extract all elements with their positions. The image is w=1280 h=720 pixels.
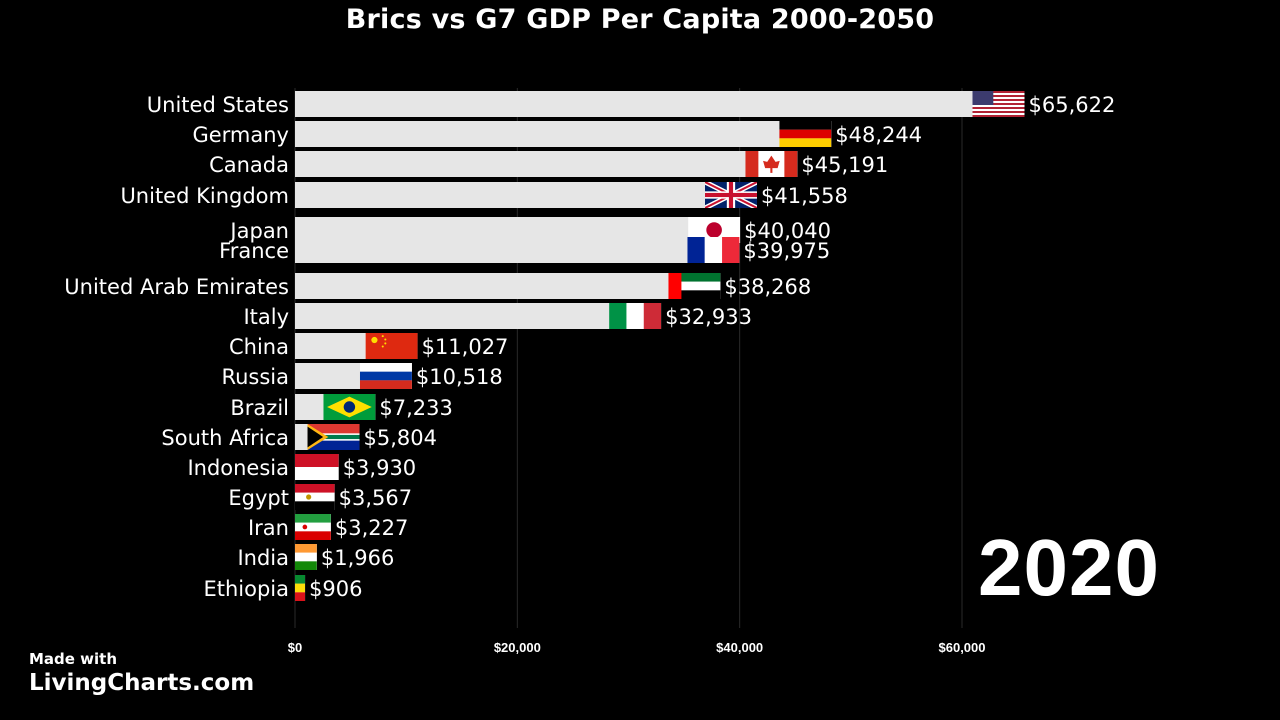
value-label: $65,622 bbox=[1028, 93, 1115, 117]
category-label: Iran bbox=[248, 516, 289, 540]
value-label: $3,567 bbox=[339, 486, 412, 510]
uae-flag-icon bbox=[668, 273, 721, 299]
canada-flag-icon bbox=[745, 151, 798, 177]
russia-flag-icon bbox=[359, 363, 412, 389]
bar bbox=[295, 91, 1025, 117]
year-label: 2020 bbox=[978, 523, 1160, 612]
indonesia-flag-icon bbox=[295, 454, 339, 480]
category-label: Ethiopia bbox=[203, 577, 289, 601]
italy-flag-icon bbox=[609, 303, 662, 329]
category-label: Indonesia bbox=[187, 456, 289, 480]
credit-site: LivingCharts.com bbox=[29, 670, 255, 696]
ethiopia-flag-icon bbox=[295, 575, 306, 601]
value-label: $41,558 bbox=[761, 184, 848, 208]
category-label: South Africa bbox=[161, 426, 289, 450]
category-label: France bbox=[219, 239, 289, 263]
category-label: Egypt bbox=[228, 486, 289, 510]
bar bbox=[295, 121, 832, 147]
category-label: India bbox=[237, 546, 289, 570]
value-label: $32,933 bbox=[665, 305, 752, 329]
value-label: $906 bbox=[309, 577, 362, 601]
uk-flag-icon bbox=[704, 182, 757, 208]
value-label: $1,966 bbox=[321, 546, 394, 570]
category-label: Germany bbox=[192, 123, 289, 147]
value-label: $10,518 bbox=[416, 365, 503, 389]
bar bbox=[295, 182, 757, 208]
bar bbox=[295, 151, 798, 177]
credit-made-with: Made with bbox=[29, 650, 118, 668]
iran-flag-icon bbox=[295, 514, 331, 540]
category-label: United Kingdom bbox=[120, 184, 289, 208]
value-label: $39,975 bbox=[743, 239, 830, 263]
category-label: Italy bbox=[243, 305, 289, 329]
value-label: $45,191 bbox=[801, 153, 888, 177]
category-label: Russia bbox=[221, 365, 289, 389]
china-flag-icon bbox=[365, 333, 418, 359]
value-label: $48,244 bbox=[835, 123, 922, 147]
category-label: Canada bbox=[209, 153, 289, 177]
bar bbox=[295, 303, 662, 329]
category-label: Japan bbox=[228, 219, 289, 243]
value-label: $3,930 bbox=[343, 456, 416, 480]
credit: Made with LivingCharts.com bbox=[29, 650, 254, 696]
x-tick-label: $0 bbox=[288, 640, 302, 655]
germany-flag-icon bbox=[779, 121, 832, 147]
chart-title: Brics vs G7 GDP Per Capita 2000-2050 bbox=[345, 4, 935, 35]
category-label: United Arab Emirates bbox=[64, 275, 289, 299]
x-tick-label: $60,000 bbox=[939, 640, 986, 655]
bar bbox=[295, 273, 721, 299]
india-flag-icon bbox=[295, 544, 317, 570]
brazil-flag-icon bbox=[323, 394, 376, 420]
france-flag-icon bbox=[687, 237, 740, 263]
us-flag-icon bbox=[972, 91, 1025, 117]
category-label: China bbox=[229, 335, 289, 359]
value-label: $40,040 bbox=[744, 219, 831, 243]
value-label: $3,227 bbox=[335, 516, 408, 540]
category-label: United States bbox=[147, 93, 289, 117]
south-africa-flag-icon bbox=[307, 424, 360, 450]
x-tick-label: $40,000 bbox=[716, 640, 763, 655]
bar bbox=[295, 237, 740, 263]
value-label: $7,233 bbox=[379, 396, 452, 420]
value-label: $5,804 bbox=[364, 426, 437, 450]
egypt-flag-icon bbox=[295, 484, 335, 510]
value-label: $11,027 bbox=[422, 335, 509, 359]
category-label: Brazil bbox=[230, 396, 289, 420]
value-label: $38,268 bbox=[724, 275, 811, 299]
x-tick-label: $20,000 bbox=[494, 640, 541, 655]
